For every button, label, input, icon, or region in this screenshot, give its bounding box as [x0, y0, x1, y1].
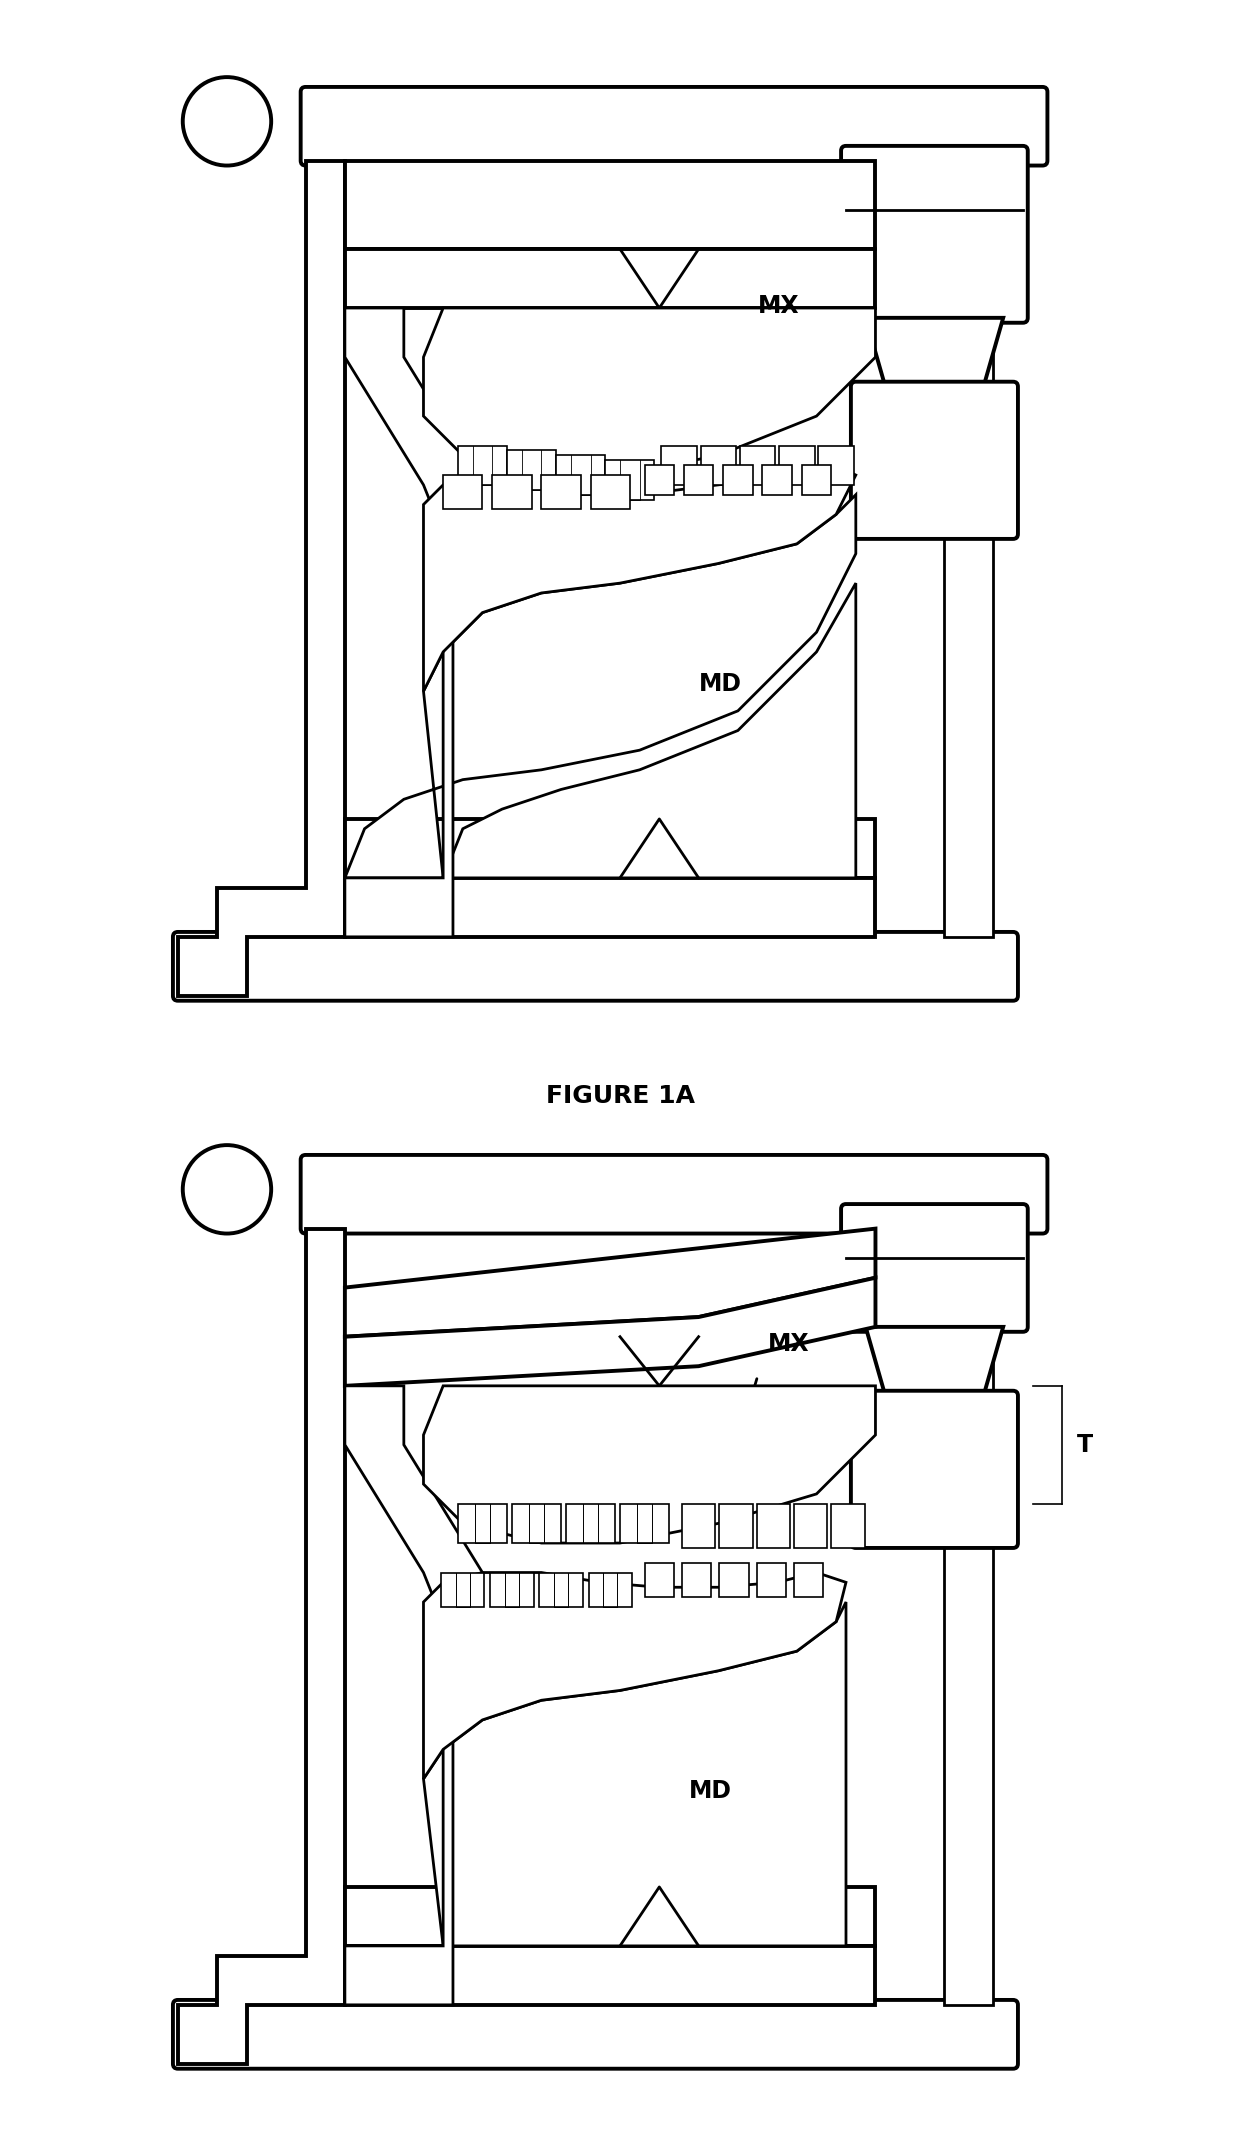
FancyBboxPatch shape: [172, 931, 1018, 1000]
Text: MX: MX: [768, 1333, 808, 1356]
Polygon shape: [794, 1564, 823, 1598]
Polygon shape: [756, 1504, 790, 1549]
Polygon shape: [458, 446, 507, 485]
Polygon shape: [345, 1386, 482, 2006]
Polygon shape: [719, 1564, 749, 1598]
Polygon shape: [441, 1572, 485, 1606]
Bar: [345, 160, 875, 250]
Circle shape: [182, 1145, 272, 1232]
Polygon shape: [542, 474, 580, 511]
Bar: [345, 818, 875, 878]
FancyBboxPatch shape: [841, 1205, 1028, 1333]
Bar: [345, 1886, 875, 1946]
Polygon shape: [866, 1326, 1003, 1395]
Polygon shape: [177, 1228, 345, 2063]
Polygon shape: [740, 446, 775, 485]
Polygon shape: [565, 1504, 615, 1542]
Polygon shape: [177, 160, 345, 995]
FancyBboxPatch shape: [300, 88, 1048, 167]
Polygon shape: [866, 318, 1003, 387]
Polygon shape: [682, 1564, 712, 1598]
Bar: [944, 1228, 993, 2006]
Polygon shape: [684, 466, 713, 496]
Polygon shape: [818, 446, 854, 485]
Polygon shape: [424, 1386, 875, 1542]
Polygon shape: [831, 1504, 864, 1549]
Polygon shape: [512, 1504, 560, 1542]
FancyBboxPatch shape: [300, 1156, 1048, 1232]
Polygon shape: [345, 1277, 875, 1386]
Text: MD: MD: [688, 1779, 732, 1803]
FancyBboxPatch shape: [851, 1391, 1018, 1549]
Polygon shape: [802, 466, 831, 496]
Polygon shape: [645, 1564, 675, 1598]
Polygon shape: [589, 1572, 632, 1606]
Polygon shape: [539, 1572, 583, 1606]
Polygon shape: [424, 1572, 846, 1779]
Circle shape: [182, 77, 272, 167]
Polygon shape: [719, 1504, 753, 1549]
Text: MD: MD: [698, 671, 742, 696]
Polygon shape: [701, 446, 737, 485]
Polygon shape: [345, 308, 482, 938]
Polygon shape: [756, 1564, 786, 1598]
Polygon shape: [590, 474, 630, 511]
Polygon shape: [492, 474, 532, 511]
Polygon shape: [345, 496, 856, 878]
Polygon shape: [794, 1504, 827, 1549]
FancyBboxPatch shape: [841, 145, 1028, 323]
Bar: [944, 160, 993, 938]
Polygon shape: [723, 466, 753, 496]
Polygon shape: [458, 1504, 507, 1542]
Polygon shape: [763, 466, 792, 496]
Polygon shape: [605, 461, 655, 500]
Polygon shape: [779, 446, 815, 485]
Polygon shape: [661, 446, 697, 485]
Bar: [345, 1946, 875, 2006]
FancyBboxPatch shape: [172, 1999, 1018, 2068]
Polygon shape: [645, 466, 675, 496]
Polygon shape: [682, 1504, 715, 1549]
Polygon shape: [556, 455, 605, 496]
Text: MX: MX: [758, 295, 800, 318]
FancyBboxPatch shape: [851, 382, 1018, 538]
Polygon shape: [490, 1572, 533, 1606]
Polygon shape: [424, 308, 875, 474]
Polygon shape: [424, 1602, 846, 1946]
Bar: [345, 250, 875, 308]
Text: T: T: [1076, 1433, 1092, 1457]
Polygon shape: [424, 466, 856, 692]
Polygon shape: [345, 1228, 875, 1337]
Polygon shape: [620, 1504, 670, 1542]
Bar: [345, 878, 875, 938]
Text: FIGURE 1A: FIGURE 1A: [546, 1085, 694, 1109]
Polygon shape: [507, 451, 556, 489]
Polygon shape: [443, 474, 482, 511]
